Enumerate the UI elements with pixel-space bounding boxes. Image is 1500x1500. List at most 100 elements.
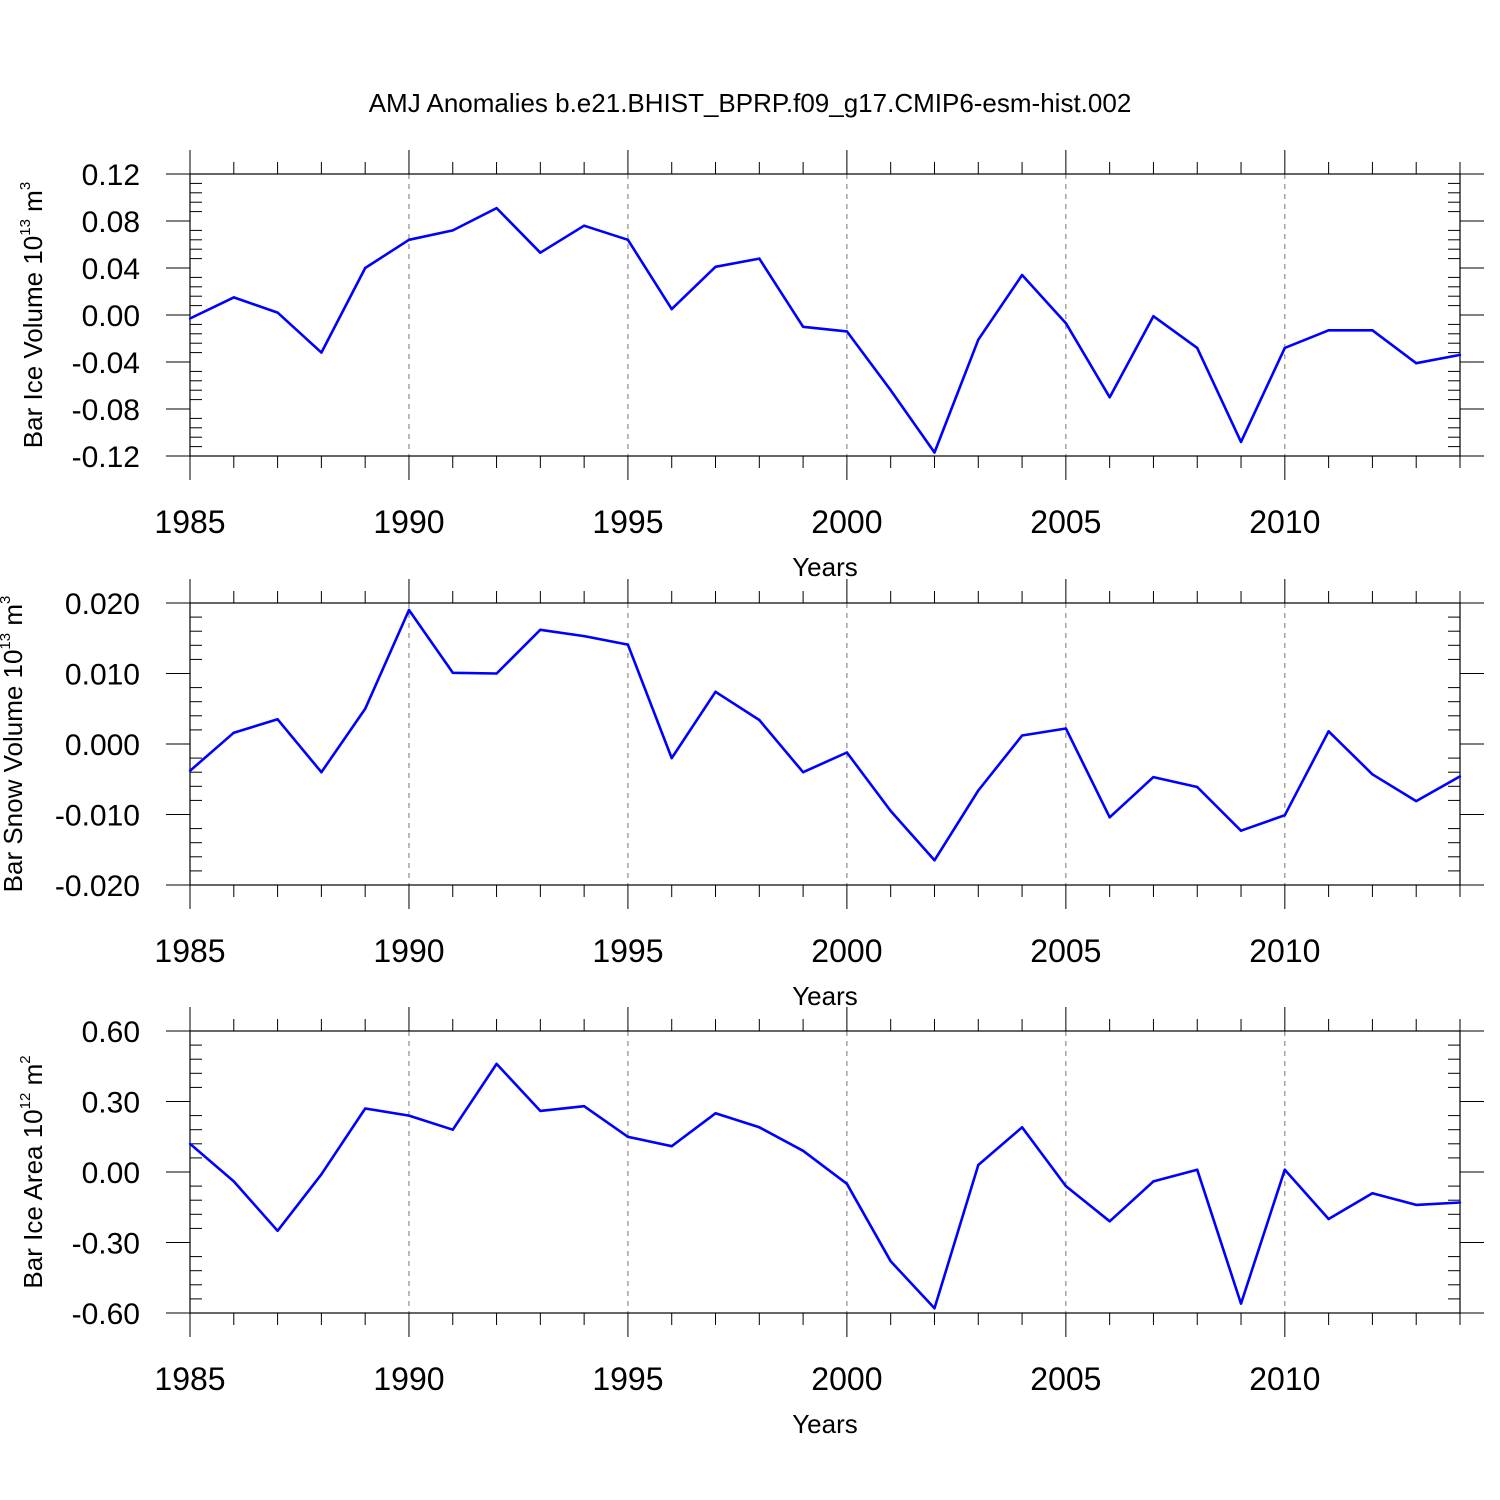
- y-tick-label: -0.30: [72, 1228, 140, 1261]
- data-point: [889, 809, 892, 813]
- data-point: [1415, 799, 1418, 803]
- x-tick-label: 1990: [373, 1361, 444, 1397]
- data-point: [889, 389, 892, 392]
- data-point: [1020, 273, 1024, 277]
- data-point: [539, 628, 542, 631]
- data-point: [363, 1107, 367, 1110]
- x-tick-label: 1985: [154, 504, 225, 540]
- data-point: [626, 1135, 630, 1138]
- data-point: [845, 1182, 849, 1185]
- y-tick-label: -0.010: [55, 800, 140, 833]
- data-point: [1239, 440, 1243, 444]
- data-point: [1020, 1126, 1024, 1129]
- data-point: [1020, 734, 1024, 737]
- data-point: [714, 690, 717, 694]
- data-point: [1327, 730, 1330, 733]
- data-point: [451, 1128, 454, 1131]
- data-point: [363, 707, 367, 710]
- data-point: [495, 1062, 498, 1066]
- chart-title: AMJ Anomalies b.e21.BHIST_BPRP.f09_g17.C…: [369, 88, 1132, 118]
- data-point: [714, 265, 717, 269]
- plot-frame: [189, 173, 1461, 457]
- x-tick-label: 1985: [154, 933, 225, 969]
- data-point: [276, 311, 279, 314]
- data-point: [276, 1229, 279, 1232]
- x-tick-label: 2000: [811, 933, 882, 969]
- data-point: [758, 718, 761, 722]
- data-point: [1108, 396, 1111, 399]
- data-point: [188, 769, 192, 772]
- data-point: [451, 671, 454, 674]
- data-point: [714, 1112, 717, 1115]
- data-point: [1283, 346, 1287, 350]
- series-line: [189, 608, 1461, 862]
- y-tick-label: -0.12: [72, 441, 140, 474]
- data-point: [495, 206, 498, 210]
- x-tick-label: 2010: [1249, 504, 1320, 540]
- data-point: [232, 296, 235, 299]
- data-point: [670, 1144, 673, 1148]
- data-point: [670, 307, 673, 311]
- data-point: [626, 238, 630, 241]
- data-point: [1064, 1184, 1068, 1188]
- data-point: [451, 229, 454, 232]
- x-tick-label: 2010: [1249, 1361, 1320, 1397]
- y-tick-label: 0.010: [65, 659, 140, 692]
- y-tick-label: -0.020: [55, 870, 140, 903]
- y-tick-label: 0.00: [82, 1157, 140, 1190]
- data-point: [845, 330, 849, 333]
- data-point: [626, 643, 630, 646]
- x-tick-label: 1990: [373, 933, 444, 969]
- panel-3: 0.60 0.30 0.00 -0.30 -0.60 1985 1990 1995 2000 20…: [17, 1007, 1484, 1439]
- data-point: [363, 266, 367, 270]
- data-point: [320, 1173, 323, 1176]
- data-point: [232, 731, 235, 734]
- data-point: [1196, 1168, 1199, 1171]
- data-point: [933, 1307, 936, 1310]
- data-point: [582, 634, 586, 638]
- panel-2: 0.020 0.010 0.000 -0.010 -0.020 1985 1990 1995 2…: [0, 579, 1484, 1011]
- data-point: [1064, 727, 1068, 730]
- data-point: [1196, 346, 1199, 350]
- x-tick-label: 2010: [1249, 933, 1320, 969]
- data-point: [1415, 361, 1418, 365]
- y-tick-label: 0.60: [82, 1016, 140, 1049]
- x-tick-label: 1985: [154, 1361, 225, 1397]
- data-point: [933, 859, 936, 862]
- x-axis-label: Years: [792, 981, 858, 1011]
- data-point: [407, 238, 411, 241]
- data-point: [1327, 329, 1330, 332]
- data-point: [1196, 785, 1199, 789]
- data-point: [977, 338, 980, 341]
- data-point: [1371, 773, 1374, 776]
- data-point: [276, 718, 279, 721]
- y-tick-label: 0.12: [82, 159, 140, 192]
- data-point: [1152, 314, 1155, 318]
- y-tick-label: -0.04: [72, 347, 140, 380]
- data-point: [188, 317, 192, 320]
- data-point: [1415, 1203, 1418, 1207]
- data-point: [1458, 1201, 1462, 1204]
- data-point: [1283, 814, 1287, 817]
- data-point: [801, 325, 805, 328]
- x-tick-label: 2000: [811, 1361, 882, 1397]
- data-point: [758, 1126, 761, 1129]
- x-axis-label: Years: [792, 1409, 858, 1439]
- series-line: [189, 1062, 1461, 1310]
- data-point: [320, 351, 323, 354]
- x-tick-label: 2000: [811, 504, 882, 540]
- y-tick-label: 0.30: [82, 1087, 140, 1120]
- data-point: [407, 1114, 411, 1117]
- x-tick-label: 2005: [1030, 1361, 1101, 1397]
- data-point: [1458, 775, 1462, 778]
- panels: 0.12 0.08 0.04 0.00 -0.04 -0.08 -0.12 1985 1990 1…: [0, 150, 1484, 1439]
- data-point: [933, 451, 936, 454]
- data-point: [801, 771, 805, 774]
- y-tick-label: 0.00: [82, 300, 140, 333]
- data-point: [1108, 816, 1111, 819]
- data-point: [801, 1149, 805, 1153]
- data-point: [1239, 829, 1243, 832]
- data-point: [188, 1142, 192, 1146]
- x-tick-label: 1995: [592, 1361, 663, 1397]
